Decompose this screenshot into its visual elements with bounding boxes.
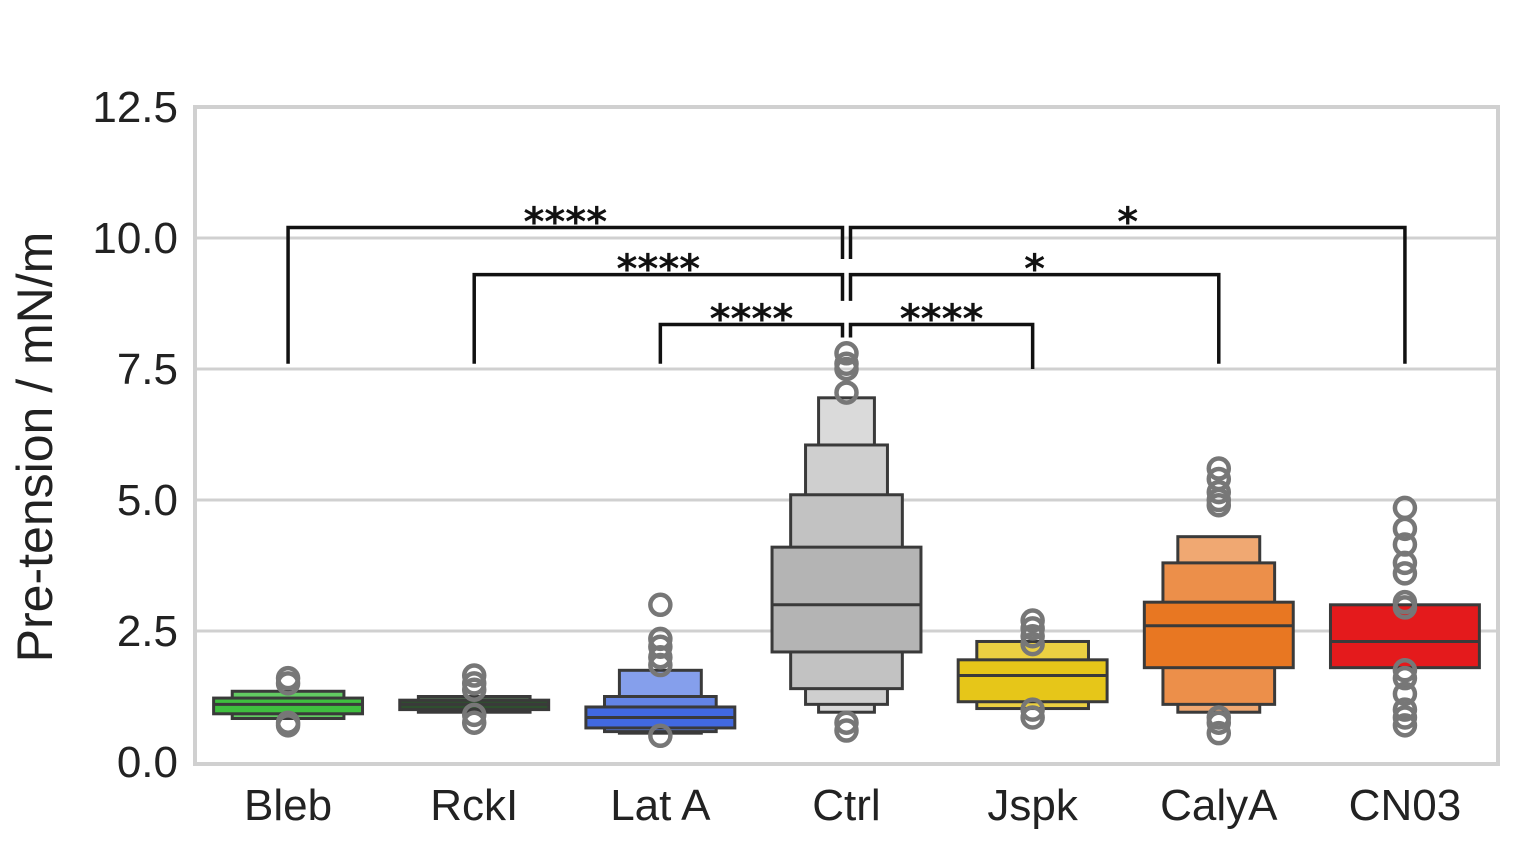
- boxen-group-jspk: [956, 608, 1109, 730]
- x-tick-label: Ctrl: [812, 781, 880, 830]
- x-tick-label: Jspk: [987, 781, 1078, 830]
- x-tick-label: RckI: [430, 781, 518, 830]
- outlier-point: [1392, 516, 1418, 542]
- significance-label: ****: [900, 296, 984, 342]
- outlier-point: [834, 341, 859, 366]
- y-tick-label: 7.5: [117, 345, 178, 394]
- boxen-level-1: [1142, 600, 1295, 670]
- significance-bracket: ****: [658, 296, 845, 364]
- significance-bracket: *: [848, 247, 1221, 364]
- x-tick-label: Lat A: [610, 781, 711, 830]
- outlier-point: [461, 663, 487, 688]
- significance-bracket: ****: [472, 247, 845, 364]
- outlier-point: [834, 356, 859, 382]
- boxen-level-1: [956, 658, 1109, 704]
- outlier-point: [1392, 665, 1418, 691]
- boxen-group-bleb: [212, 665, 365, 738]
- boxen-group-rcki: [398, 663, 551, 735]
- boxen-group-cn03: [1328, 495, 1481, 738]
- outlier-point: [834, 380, 859, 405]
- significance-label: ****: [617, 247, 701, 293]
- outlier-point: [275, 671, 301, 696]
- y-axis-label: Pre-tension / mN/m: [7, 232, 63, 663]
- significance-brackets: ************ ******: [286, 200, 1407, 369]
- significance-bracket: ****: [848, 296, 1035, 369]
- outlier-point: [1020, 608, 1045, 633]
- bracket-line: [848, 225, 1407, 364]
- outlier-point: [1206, 492, 1232, 518]
- outlier-point: [834, 710, 859, 735]
- outlier-point: [461, 702, 487, 728]
- boxen-level-1: [770, 545, 923, 654]
- boxen-group-lat-a: [584, 592, 737, 749]
- significance-label: *: [1024, 247, 1045, 293]
- boxen-group-ctrl: [770, 341, 923, 743]
- outlier-point: [1206, 710, 1232, 735]
- outlier-point: [1392, 595, 1418, 620]
- significance-bracket: ****: [286, 200, 845, 364]
- x-tick-label: Bleb: [244, 781, 332, 830]
- outlier-point: [648, 644, 673, 670]
- outlier-point: [1392, 705, 1418, 730]
- outlier-point: [648, 592, 673, 618]
- significance-label: ****: [523, 200, 607, 246]
- boxen-group-calya: [1142, 456, 1295, 746]
- outlier-point: [1392, 658, 1418, 683]
- outlier-point: [1020, 697, 1045, 722]
- x-tick-labels: Bleb RckI Lat A Ctrl Jspk CalyA CN03: [244, 781, 1461, 830]
- x-tick-label: CalyA: [1160, 781, 1278, 830]
- outlier-point: [648, 652, 673, 678]
- y-tick-label: 5.0: [117, 476, 178, 525]
- outlier-point: [1020, 705, 1045, 730]
- bracket-line: [286, 225, 845, 364]
- outlier-point: [1206, 720, 1232, 746]
- bracket-line: [848, 322, 1035, 369]
- bracket-line: [848, 272, 1221, 364]
- bracket-line: [658, 322, 845, 364]
- outlier-point: [1206, 456, 1232, 481]
- outlier-point: [461, 677, 487, 702]
- outlier-point: [834, 718, 859, 743]
- outlier-point: [648, 723, 673, 749]
- outlier-point: [1392, 681, 1418, 707]
- plot-frame: [193, 105, 1500, 766]
- outlier-point: [1392, 713, 1418, 738]
- significance-bracket: *: [848, 200, 1407, 364]
- outlier-point: [1020, 623, 1045, 649]
- outlier-point: [1020, 616, 1045, 641]
- outlier-point: [1392, 550, 1418, 576]
- boxen-series: [212, 341, 1481, 749]
- significance-label: *: [1117, 200, 1138, 246]
- y-tick-label: 12.5: [92, 83, 178, 132]
- bracket-line: [472, 272, 845, 364]
- x-tick-label: CN03: [1349, 781, 1462, 830]
- y-tick-labels: 0.0 2.5 5.0 7.5 10.0 12.5: [92, 83, 178, 787]
- y-tick-label: 0.0: [117, 738, 178, 787]
- outlier-point: [1020, 631, 1045, 657]
- outlier-point: [275, 713, 301, 738]
- outlier-point: [1392, 697, 1418, 722]
- outlier-point: [1206, 479, 1232, 505]
- outlier-point: [461, 710, 487, 735]
- significance-label: ****: [710, 296, 794, 342]
- y-tick-label: 2.5: [117, 607, 178, 656]
- y-tick-label: 10.0: [92, 214, 178, 263]
- outlier-point: [1392, 561, 1418, 586]
